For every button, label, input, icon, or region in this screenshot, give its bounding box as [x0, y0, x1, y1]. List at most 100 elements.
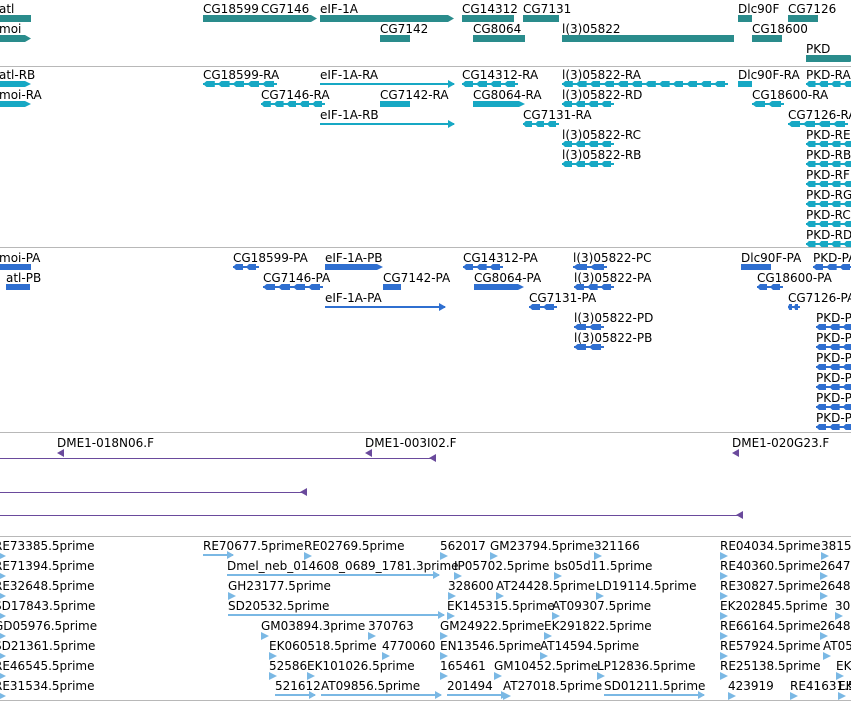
- label-cg7146-feature[interactable]: [261, 15, 317, 22]
- label-dme1-018n06-f-feature[interactable]: [57, 449, 64, 457]
- label-re73385-5prime-feature[interactable]: [0, 552, 6, 560]
- label-pkd-pc[interactable]: PKD-PC: [816, 391, 851, 405]
- label-ek-feature[interactable]: [838, 692, 846, 700]
- label-eif-1a-pa[interactable]: eIF-1A-PA: [325, 291, 382, 305]
- label-dme1-020g23-f[interactable]: DME1-020G23.F: [732, 436, 830, 450]
- label-cg7131-feature[interactable]: [523, 15, 559, 22]
- label-re02769-5prime-feature[interactable]: [304, 552, 312, 560]
- label-dlc90f-ra-feature[interactable]: [738, 81, 752, 87]
- label-cg8064[interactable]: CG8064: [473, 22, 522, 36]
- label-re66164-5prime-feature[interactable]: [720, 632, 728, 640]
- label-eif-1a-rb[interactable]: eIF-1A-RB: [320, 108, 379, 122]
- label-re30827-5prime[interactable]: RE30827.5prime: [720, 579, 821, 593]
- label-gm03894-3prime[interactable]: GM03894.3prime: [261, 619, 366, 633]
- label-l-3-05822-pd-feature[interactable]: [574, 324, 604, 330]
- label-cg18599-pa[interactable]: CG18599-PA: [233, 251, 308, 265]
- label-re40360-5prime[interactable]: RE40360.5prime: [720, 559, 821, 573]
- label-eif-1a-pa-feature[interactable]: [325, 303, 446, 311]
- label-l-3-05822-pb[interactable]: l(3)05822-PB: [574, 331, 653, 345]
- label-pkd-pa-feature[interactable]: [813, 264, 851, 270]
- label-dme1-018n06-f[interactable]: DME1-018N06.F: [57, 436, 155, 450]
- label-pkd-pb[interactable]: PKD-PB: [816, 331, 851, 345]
- label-atl-rb[interactable]: atl-RB: [0, 68, 36, 82]
- label-cg7146-ra-feature[interactable]: [261, 101, 325, 107]
- label-pkd-pd[interactable]: PKD-PD: [816, 411, 851, 425]
- label-re71394-5prime[interactable]: RE71394.5prime: [0, 559, 95, 573]
- label-gd05976-5prime[interactable]: GD05976.5prime: [0, 619, 98, 633]
- label-re31534-5prime[interactable]: RE31534.5prime: [0, 679, 95, 693]
- label-cg14312-ra[interactable]: CG14312-RA: [462, 68, 539, 82]
- label-pkd-rf[interactable]: PKD-RF: [806, 168, 850, 182]
- label-bs05d11-5prime[interactable]: bs05d11.5prime: [554, 559, 653, 573]
- label-re02769-5prime[interactable]: RE02769.5prime: [304, 539, 405, 553]
- label-165461[interactable]: 165461: [440, 659, 486, 673]
- label-eif-1a-pb[interactable]: eIF-1A-PB: [325, 251, 383, 265]
- label-gh23177-5prime-feature[interactable]: [228, 592, 236, 600]
- label-pkd-pe[interactable]: PKD-PE: [816, 311, 851, 325]
- label-l-3-05822-pc[interactable]: l(3)05822-PC: [573, 251, 652, 265]
- label-pkd-pf-feature[interactable]: [816, 364, 851, 370]
- label-lp12836-5prime-feature[interactable]: [597, 672, 605, 680]
- label-pkd-pa[interactable]: PKD-PA: [813, 251, 851, 265]
- label-atl-rb-feature[interactable]: [0, 81, 31, 87]
- label-at09307-5prime-feature[interactable]: [552, 612, 560, 620]
- label-cg8064-pa-feature[interactable]: [474, 284, 524, 290]
- label-423919-feature[interactable]: [728, 692, 736, 700]
- label-pkd-rd-feature[interactable]: [806, 241, 851, 247]
- label-pkd-rb-feature[interactable]: [806, 161, 851, 167]
- label-at24428-5prime-feature[interactable]: [496, 592, 504, 600]
- label-re41631-5prime[interactable]: RE41631.5prime: [790, 679, 851, 693]
- label-423919[interactable]: 423919: [728, 679, 774, 693]
- label-52586-feature[interactable]: [269, 672, 277, 680]
- label-cg14312-pa[interactable]: CG14312-PA: [463, 251, 538, 265]
- label-cg14312-pa-feature[interactable]: [463, 264, 503, 270]
- label-pkd-rg-feature[interactable]: [806, 201, 851, 207]
- label-cg8064-feature[interactable]: [473, 35, 525, 42]
- label-cg18600-pa[interactable]: CG18600-PA: [757, 271, 832, 285]
- label-gm24922-5prime-feature[interactable]: [440, 632, 448, 640]
- label-at05-feature[interactable]: [823, 652, 831, 660]
- label-l-3-05822-rd-feature[interactable]: [562, 101, 614, 107]
- label-cg7126-ra-feature[interactable]: [788, 121, 848, 127]
- label-eif-1a-feature[interactable]: [320, 15, 454, 22]
- label-dme1-020g23-f-feature[interactable]: [732, 449, 739, 457]
- label-321166[interactable]: 321166: [594, 539, 640, 553]
- label-cg7126[interactable]: CG7126: [788, 2, 837, 16]
- label-l-3-05822-pc-feature[interactable]: [573, 264, 607, 270]
- label-moi-pa[interactable]: moi-PA: [0, 251, 41, 265]
- label-2648[interactable]: 2648: [820, 619, 851, 633]
- label-re70677-5prime-feature[interactable]: [203, 551, 234, 559]
- label-pkd-rg[interactable]: PKD-RG: [806, 188, 851, 202]
- label-at27018-5prime[interactable]: AT27018.5prime: [503, 679, 603, 693]
- label-moi-ra-feature[interactable]: [0, 101, 31, 107]
- label-pkd-pg-feature[interactable]: [816, 384, 851, 390]
- label-re46545-5prime[interactable]: RE46545.5prime: [0, 659, 95, 673]
- label-eif-1a-ra[interactable]: eIF-1A-RA: [320, 68, 379, 82]
- label-521612-feature[interactable]: [275, 691, 316, 699]
- label-pkd-rc[interactable]: PKD-RC: [806, 208, 851, 222]
- label-l-3-05822-pa-feature[interactable]: [574, 284, 614, 290]
- label-eif-1a-rb-feature[interactable]: [320, 120, 455, 128]
- label-pkd-pc-feature[interactable]: [816, 404, 851, 410]
- label-dmel-neb-014608-0689-1781-3prime-feature[interactable]: [227, 571, 440, 579]
- clone-span-line[interactable]: [0, 511, 743, 519]
- label-gh23177-5prime[interactable]: GH23177.5prime: [228, 579, 331, 593]
- label-atl[interactable]: atl: [0, 2, 15, 16]
- label-370763-feature[interactable]: [368, 632, 376, 640]
- label-cg14312-feature[interactable]: [462, 15, 514, 22]
- label-201494-feature[interactable]: [447, 691, 508, 699]
- label-328600-feature[interactable]: [448, 592, 456, 600]
- label-ek-feature[interactable]: [836, 672, 844, 680]
- label-ek101026-5prime[interactable]: EK101026.5prime: [307, 659, 415, 673]
- label-30[interactable]: 30: [835, 599, 851, 613]
- label-gm24922-5prime[interactable]: GM24922.5prime: [440, 619, 545, 633]
- label-pkd-ra-feature[interactable]: [806, 81, 851, 87]
- label-re04034-5prime-feature[interactable]: [720, 552, 728, 560]
- label-562017-feature[interactable]: [440, 552, 448, 560]
- label-atl-pb[interactable]: atl-PB: [6, 271, 42, 285]
- label-re32648-5prime-feature[interactable]: [0, 592, 6, 600]
- label-cg7131-pa[interactable]: CG7131-PA: [529, 291, 597, 305]
- label-30-feature[interactable]: [835, 612, 843, 620]
- label-cg7142-pa-feature[interactable]: [383, 284, 401, 290]
- label-ek202845-5prime-feature[interactable]: [720, 612, 728, 620]
